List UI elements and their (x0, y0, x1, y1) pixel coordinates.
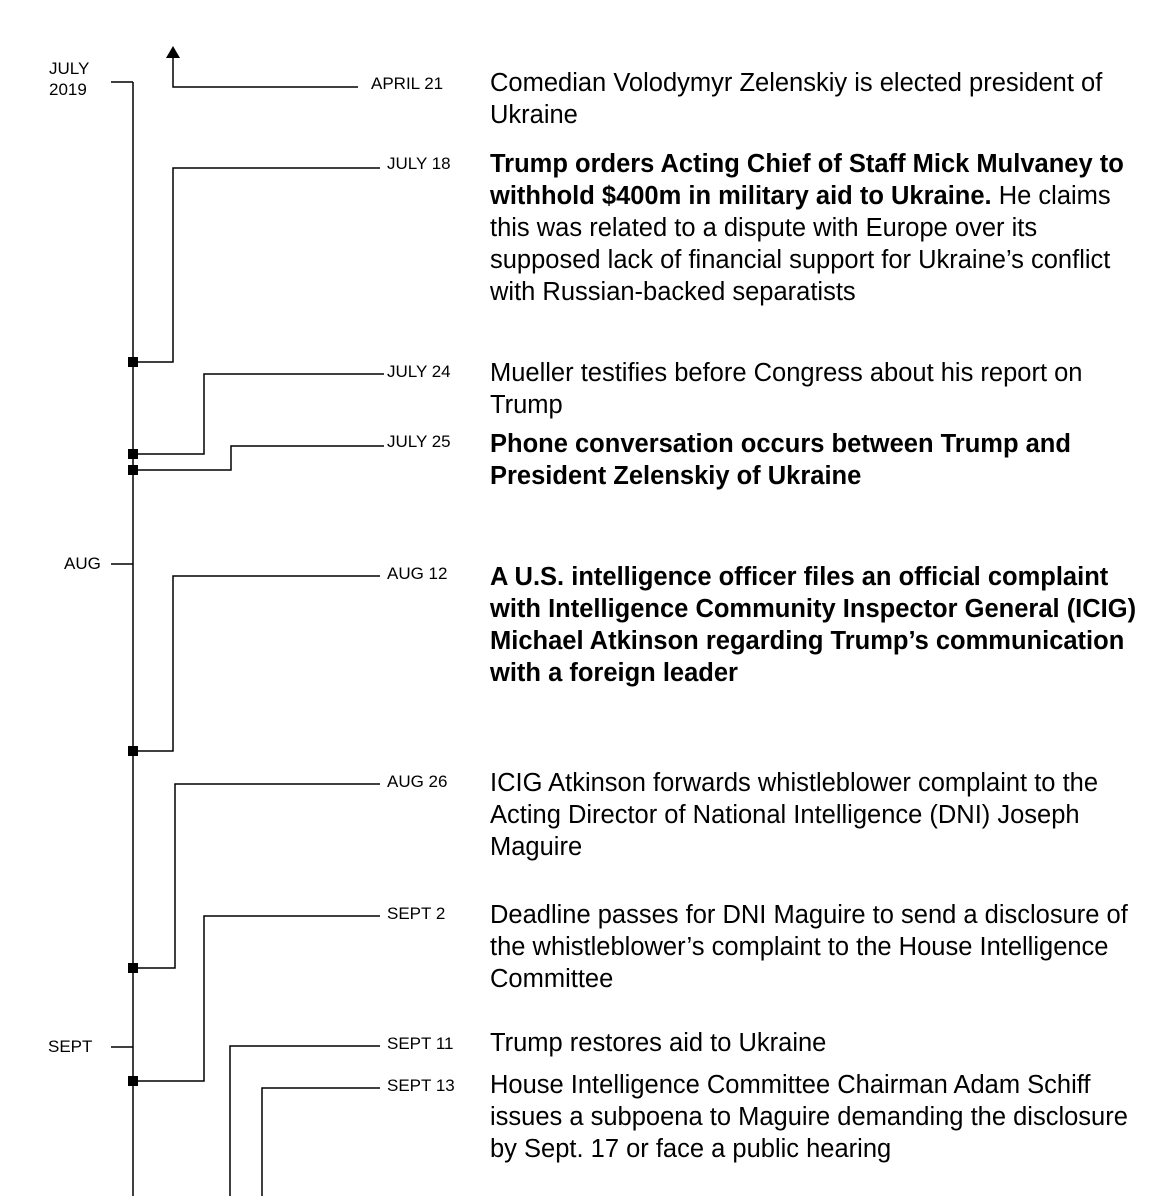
date-label: APRIL 21 (371, 74, 444, 93)
date-label: SEPT 11 (387, 1034, 454, 1053)
event-description: ICIG Atkinson forwards whistleblower com… (490, 769, 1099, 861)
event-marker (128, 1076, 138, 1086)
date-label: SEPT 2 (387, 904, 446, 923)
date-label: JULY 25 (387, 432, 451, 451)
event-marker (128, 357, 138, 367)
date-label: AUG 12 (387, 564, 448, 583)
month-label-aug: AUG (64, 554, 101, 573)
event-description: Deadline passes for DNI Maguire to send … (490, 901, 1128, 993)
event-marker (128, 449, 138, 459)
connector-sept-11 (229, 1045, 380, 1196)
connector-july-25 (133, 445, 384, 471)
arrow-up-icon (166, 46, 180, 58)
date-label: AUG 26 (387, 772, 448, 791)
connector-aug-26 (133, 783, 380, 969)
connector-july-24 (133, 373, 384, 455)
connector-sept-13 (261, 1087, 380, 1196)
event-description: Phone conversation occurs between Trump … (490, 430, 1071, 490)
connector-aug-12 (133, 575, 380, 752)
event-marker (128, 963, 138, 973)
connector-sept-2 (133, 915, 380, 1082)
event-description: Comedian Volodymyr Zelenskiy is elected … (490, 69, 1103, 129)
date-label: JULY 18 (387, 154, 451, 173)
event-description: Mueller testifies before Congress about … (490, 359, 1083, 419)
event-description: A U.S. intelligence officer files an off… (490, 563, 1137, 687)
event-description: Trump orders Acting Chief of Staff Mick … (490, 150, 1124, 306)
event-description: Trump restores aid to Ukraine (490, 1029, 827, 1057)
month-label-sept: SEPT (48, 1037, 93, 1056)
connector-july-18 (133, 167, 380, 363)
date-label: JULY 24 (387, 362, 451, 381)
event-marker (128, 465, 138, 475)
connector-april-21 (172, 54, 358, 88)
event-description: House Intelligence Committee Chairman Ad… (490, 1071, 1128, 1163)
event-marker (128, 746, 138, 756)
month-label-july: JULY 2019 (49, 59, 90, 99)
date-label: SEPT 13 (387, 1076, 455, 1095)
